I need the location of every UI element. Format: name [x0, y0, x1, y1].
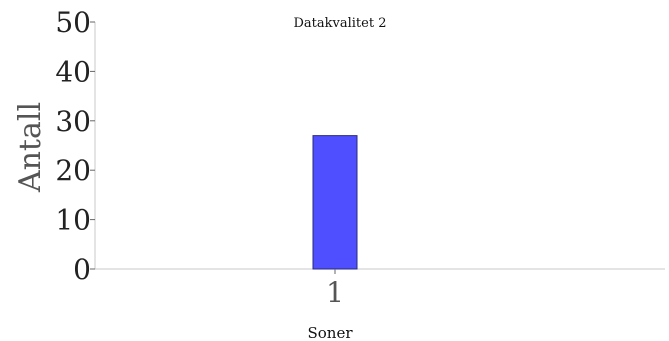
y-axis-ticks: 0 10 20 30 40 50: [55, 6, 95, 286]
y-axis-label: Antall: [13, 102, 48, 193]
bars: [312, 135, 358, 270]
x-axis-label: Soner: [307, 324, 353, 341]
y-tick-label: 10: [55, 204, 91, 237]
plot-area: 0 10 20 30 40 50 1: [55, 6, 665, 309]
bar: [312, 135, 358, 270]
x-axis-ticks: 1: [326, 269, 344, 309]
x-tick-label: 1: [326, 276, 344, 309]
y-tick-label: 40: [55, 55, 91, 88]
y-tick-label: 0: [73, 253, 91, 286]
chart-title: Datakvalitet 2: [294, 16, 387, 31]
y-tick-label: 30: [55, 105, 91, 138]
y-tick-label: 50: [55, 6, 91, 39]
y-tick-label: 20: [55, 154, 91, 187]
